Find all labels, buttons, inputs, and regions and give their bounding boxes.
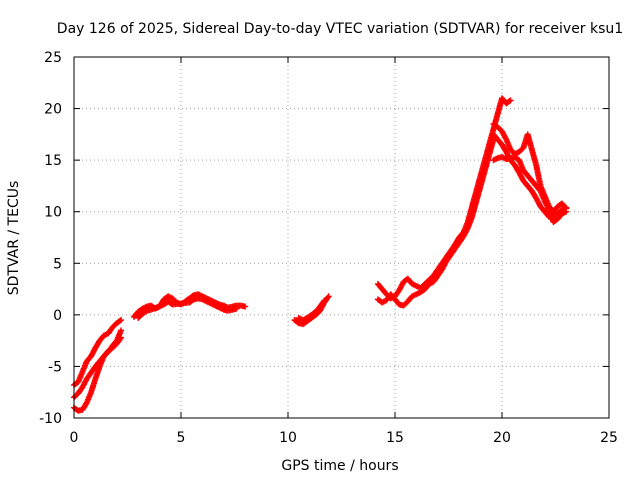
data-point [118, 334, 125, 341]
data-point [563, 205, 570, 212]
data-point [233, 305, 240, 312]
y-tick-label: 15 [44, 153, 62, 169]
y-tick-label: -5 [48, 359, 62, 375]
grid [74, 57, 609, 418]
x-tick-label: 15 [386, 430, 404, 446]
x-tick-label: 20 [493, 430, 511, 446]
y-tick-label: 10 [44, 205, 62, 221]
y-tick-label: -10 [39, 411, 62, 427]
data-point [324, 294, 331, 301]
data-point [320, 298, 327, 305]
x-tick-label: 0 [70, 430, 79, 446]
y-tick-label: 0 [53, 308, 62, 324]
data-points [71, 95, 570, 414]
x-tick-label: 25 [600, 430, 618, 446]
x-axis-label: GPS time / hours [281, 458, 398, 474]
plot-frame [73, 56, 610, 419]
y-axis-label: SDTVAR / TECUs [6, 181, 22, 296]
data-point [118, 317, 125, 324]
data-point [242, 303, 249, 310]
data-point [562, 204, 569, 211]
data-point [117, 335, 124, 342]
y-tick-label: 20 [44, 102, 62, 118]
data-point [506, 98, 513, 105]
x-tick-label: 5 [177, 430, 186, 446]
y-tick-label: 25 [44, 50, 62, 66]
axis-ticks: 0 5 10 15 20 25 -10 -5 0 5 10 15 20 25 [39, 50, 618, 446]
data-point [507, 97, 514, 104]
data-point [117, 317, 124, 324]
x-tick-label: 10 [279, 430, 297, 446]
data-point [321, 297, 328, 304]
data-point [325, 293, 332, 300]
chart-title: Day 126 of 2025, Sidereal Day-to-day VTE… [57, 21, 623, 37]
data-point [118, 327, 125, 334]
y-tick-label: 5 [53, 256, 62, 272]
